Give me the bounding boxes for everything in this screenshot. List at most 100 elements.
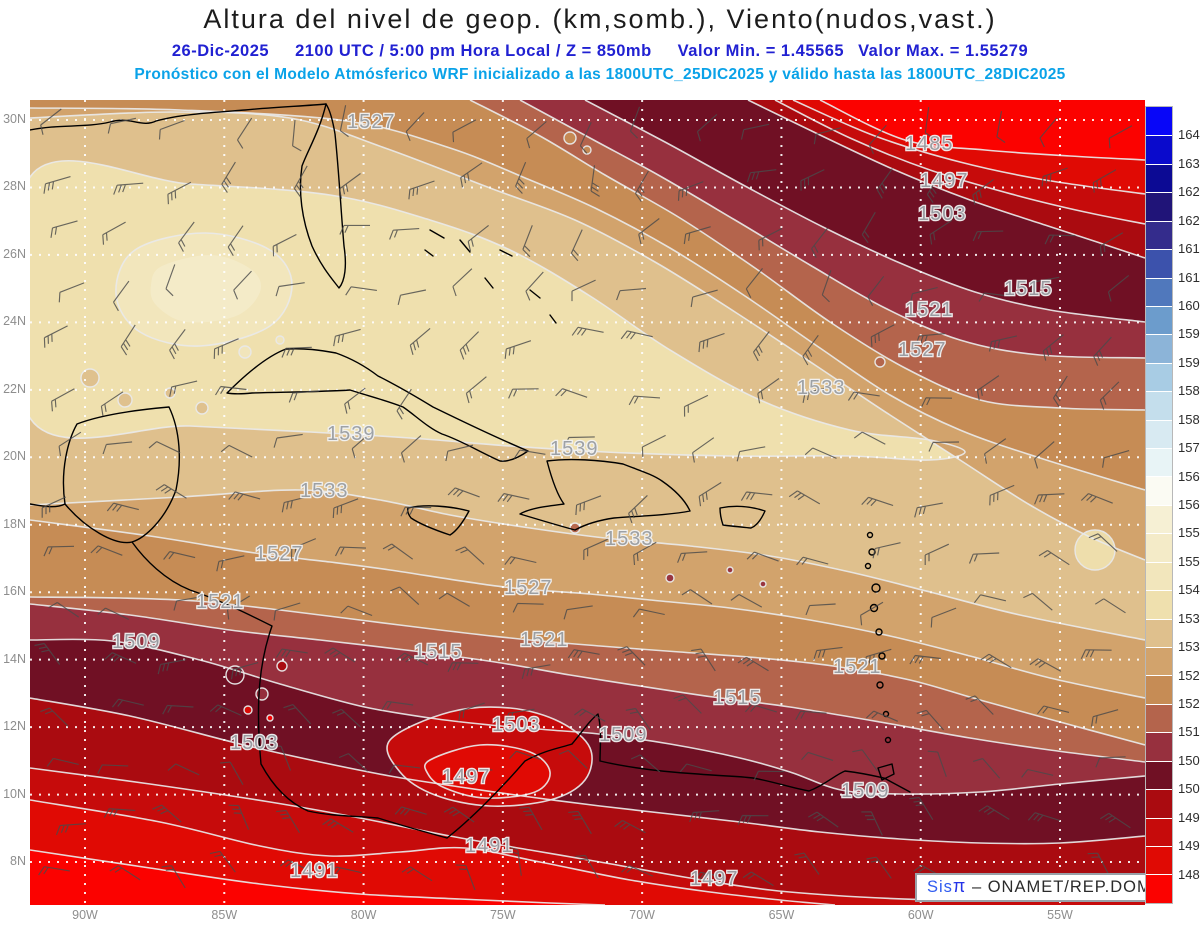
contour-label: 1527 xyxy=(347,111,396,133)
colorbar-tick-label: 1623 xyxy=(1178,212,1200,228)
valid-date: 26-Dic-2025 xyxy=(171,42,270,60)
colorbar-segment xyxy=(1146,647,1172,676)
contour-label: 1533 xyxy=(797,377,846,399)
colorbar-segment xyxy=(1146,760,1172,790)
colorbar-tick-label: 1557 xyxy=(1178,525,1200,541)
colorbar-segment xyxy=(1146,845,1172,875)
lat-tick-label: 26N xyxy=(3,246,26,261)
colorbar-segment xyxy=(1146,334,1172,363)
contour-label: 1521 xyxy=(520,629,569,651)
value-min: Valor Min. = 1.45565 xyxy=(677,42,845,60)
colorbar-segment xyxy=(1146,220,1172,250)
colorbar-tick-label: 1629 xyxy=(1178,184,1200,200)
contour-label: 1533 xyxy=(300,480,349,502)
colorbar-segment xyxy=(1146,590,1172,619)
colorbar-segment xyxy=(1146,618,1172,648)
colorbar-segment xyxy=(1146,675,1172,704)
contour-label: 1539 xyxy=(327,423,376,445)
colorbar-tick-label: 1587 xyxy=(1178,383,1200,399)
lon-tick-label: 65W xyxy=(768,908,795,922)
lat-tick-label: 10N xyxy=(3,786,26,801)
lon-tick-label: 70W xyxy=(629,908,655,922)
contour-label: 1509 xyxy=(599,724,648,746)
pi-symbol: π xyxy=(952,876,967,896)
colorbar-segment xyxy=(1146,504,1172,534)
colorbar xyxy=(1145,106,1173,904)
colorbar-tick-label: 1617 xyxy=(1178,241,1200,257)
forecast-info-line: Pronóstico con el Modelo Atmósferico WRF… xyxy=(134,66,1066,83)
contour-label: 1527 xyxy=(504,577,553,599)
colorbar-tick-label: 1575 xyxy=(1178,440,1200,456)
colorbar-tick-label: 1563 xyxy=(1178,497,1200,512)
attribution-separator: – xyxy=(971,878,983,896)
colorbar-segment xyxy=(1146,277,1172,306)
org-name: ONAMET/REP.DOM. xyxy=(987,878,1158,896)
contour-label: 1515 xyxy=(414,641,463,663)
contour-label: 1509 xyxy=(112,631,161,653)
colorbar-tick-label: 1497 xyxy=(1178,809,1200,825)
colorbar-segment xyxy=(1146,732,1172,761)
valid-time-line: 26-Dic-2025 2100 UTC / 5:00 pm Hora Local… xyxy=(0,42,1200,61)
colorbar-tick-label: 1527 xyxy=(1178,667,1200,683)
page-title: Altura del nivel de geop. (km,somb.), Vi… xyxy=(203,4,997,34)
lat-tick-label: 30N xyxy=(3,112,26,126)
contour-label: 1521 xyxy=(905,299,954,321)
lon-tick-label: 75W xyxy=(489,908,516,922)
contour-label: 1485 xyxy=(905,133,954,155)
contour-label: 1509 xyxy=(841,780,890,802)
colorbar-tick-label: 1539 xyxy=(1178,610,1200,626)
lat-tick-label: 24N xyxy=(3,314,26,329)
colorbar-tick-label: 1605 xyxy=(1178,298,1200,313)
lat-tick-label: 14N xyxy=(3,651,26,666)
contour-label: 1503 xyxy=(918,203,967,225)
colorbar-tick-label: 1635 xyxy=(1178,155,1200,171)
colorbar-tick-label: 1545 xyxy=(1178,582,1200,598)
colorbar-segment xyxy=(1146,476,1172,505)
lon-tick-label: 90W xyxy=(72,908,98,922)
colorbar-segment xyxy=(1146,561,1172,591)
colorbar-tick-label: 1485 xyxy=(1178,866,1200,882)
colorbar-segment xyxy=(1146,533,1172,562)
contour-label: 1539 xyxy=(550,438,599,460)
colorbar-segment xyxy=(1146,448,1172,477)
valid-time: 2100 UTC / 5:00 pm Hora Local / Z = 850m… xyxy=(295,42,652,60)
map-canvas: 1527 1485 1497 1503 1515 1521 1527 1533 1539 1539… xyxy=(30,100,1170,905)
colorbar-tick-label: 1599 xyxy=(1178,326,1200,342)
colorbar-tick-label: 1569 xyxy=(1178,468,1200,484)
app-name: Sis xyxy=(927,878,953,896)
colorbar-tick-label: 1491 xyxy=(1178,838,1200,854)
lat-tick-label: 8N xyxy=(10,854,26,869)
colorbar-tick-label: 1503 xyxy=(1178,781,1200,797)
colorbar-tick-label: 1509 xyxy=(1178,752,1200,768)
colorbar-segment xyxy=(1146,249,1172,278)
contour-label: 1527 xyxy=(255,543,304,565)
colorbar-tick-label: 1593 xyxy=(1178,354,1200,370)
colorbar-segment xyxy=(1146,192,1172,221)
colorbar-tick-label: 1515 xyxy=(1178,724,1200,740)
contour-label: 1503 xyxy=(492,714,541,736)
lat-tick-label: 22N xyxy=(3,381,26,396)
contour-label: 1515 xyxy=(1004,278,1053,300)
lon-tick-label: 60W xyxy=(907,908,934,922)
contour-label: 1491 xyxy=(290,860,339,882)
colorbar-segment xyxy=(1146,817,1172,846)
contour-label: 1497 xyxy=(920,170,969,192)
value-max: Valor Max. = 1.55279 xyxy=(858,42,1029,60)
colorbar-tick-label: 1521 xyxy=(1178,696,1200,711)
attribution-badge: Sisπ – ONAMET/REP.DOM. xyxy=(915,873,1170,902)
colorbar-segment xyxy=(1146,391,1172,420)
contour-label: 1497 xyxy=(442,766,491,788)
colorbar-segment xyxy=(1146,874,1172,903)
contour-label: 1497 xyxy=(690,868,739,890)
lat-tick-label: 16N xyxy=(3,584,26,599)
contour-label: 1491 xyxy=(465,835,514,857)
lon-tick-label: 55W xyxy=(1047,908,1073,922)
contour-map: 1527 1485 1497 1503 1515 1521 1527 1533 1539 1539… xyxy=(30,100,1145,905)
colorbar-tick-label: 1533 xyxy=(1178,639,1200,655)
colorbar-segment xyxy=(1146,789,1172,818)
contour-label: 1533 xyxy=(605,528,654,550)
